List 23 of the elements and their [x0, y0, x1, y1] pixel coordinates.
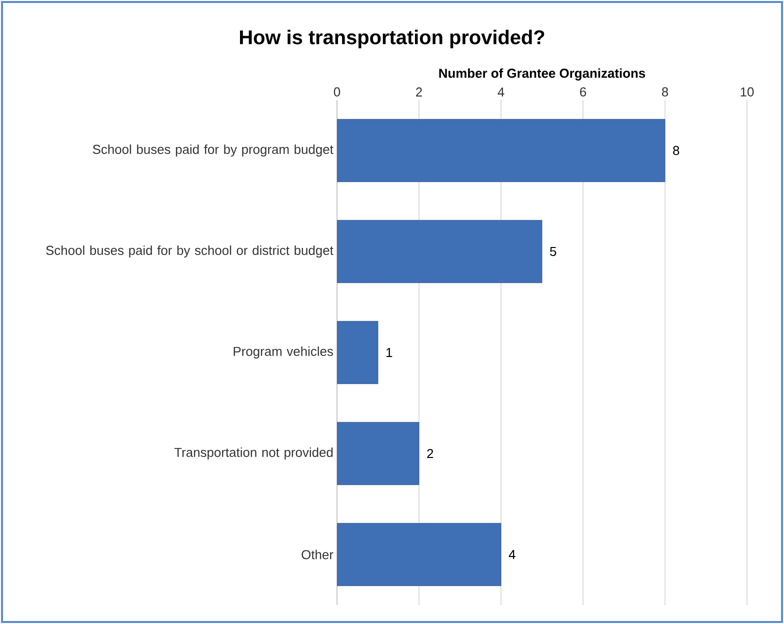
y-tick-label: School buses paid for by program budget — [92, 144, 334, 157]
bar — [337, 220, 542, 284]
y-tick-label: School buses paid for by school or district budget — [46, 245, 334, 258]
x-tick-label: 4 — [498, 88, 504, 96]
data-label: 8 — [673, 146, 680, 156]
bar — [337, 118, 666, 182]
chart-title: How is transportation provided? — [240, 30, 544, 48]
y-tick-label: Other — [302, 550, 334, 560]
y-tick-label: Program vehicles — [234, 346, 333, 359]
data-label: 4 — [508, 550, 516, 559]
x-tick-label: 0 — [334, 87, 340, 96]
x-tick-label: 8 — [662, 87, 668, 96]
bar — [337, 422, 420, 486]
data-label: 1 — [386, 348, 392, 357]
data-label: 5 — [550, 246, 556, 256]
x-tick-label: 2 — [416, 87, 422, 96]
y-tick-label: Transportation not provided — [174, 447, 333, 460]
x-tick-label: 6 — [580, 87, 586, 96]
data-label: 2 — [427, 448, 434, 458]
bar — [337, 320, 378, 384]
bar — [337, 522, 502, 586]
x-axis-title: Number of Grantee Organizations — [439, 68, 646, 80]
x-tick-label: 10 — [740, 87, 754, 96]
